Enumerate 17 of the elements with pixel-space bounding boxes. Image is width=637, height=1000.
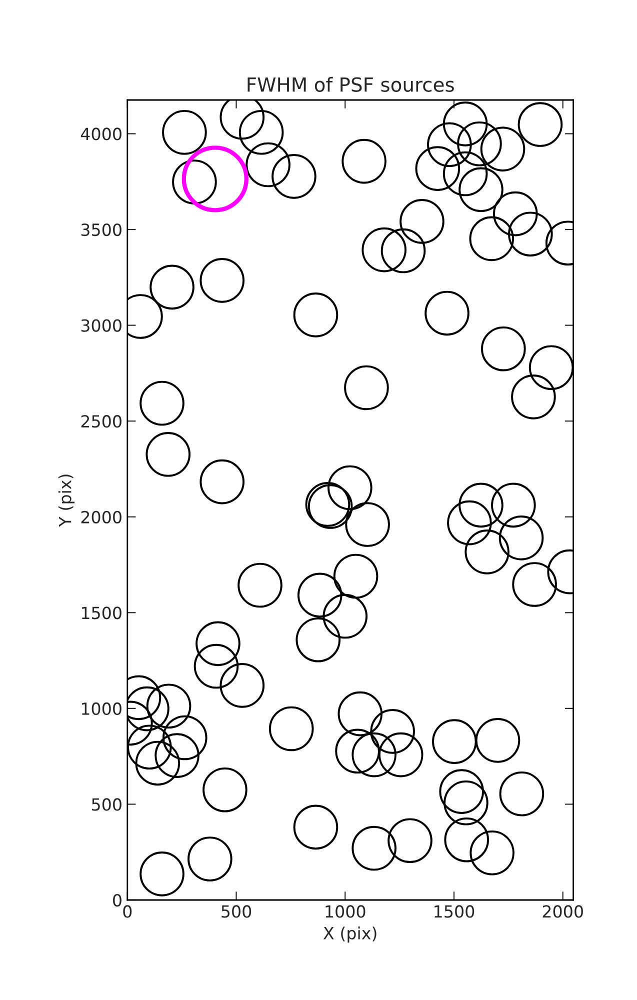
chart-title: FWHM of PSF sources: [248, 76, 454, 92]
y-tick-label: 500: [92, 798, 122, 811]
y-tick-label: 3000: [81, 319, 122, 332]
x-tick-label: 500: [222, 905, 252, 918]
x-tick-label: 2000: [542, 905, 583, 918]
y-tick-label: 2500: [81, 415, 122, 428]
x-tick-label: 1000: [326, 905, 366, 918]
y-tick-label: 1000: [82, 702, 122, 715]
y-axis-title: Y (pix): [58, 474, 75, 527]
x-axis-title: X (pix): [323, 926, 376, 943]
y-tick-label: 3500: [81, 223, 122, 236]
x-tick-label: 1500: [434, 905, 474, 918]
y-tick-label: 4000: [80, 128, 122, 140]
y-tick-label: 0: [113, 894, 122, 907]
x-tick-label: 0: [123, 905, 132, 918]
y-tick-label: 1500: [82, 606, 122, 620]
y-tick-label: 2000: [81, 510, 122, 524]
